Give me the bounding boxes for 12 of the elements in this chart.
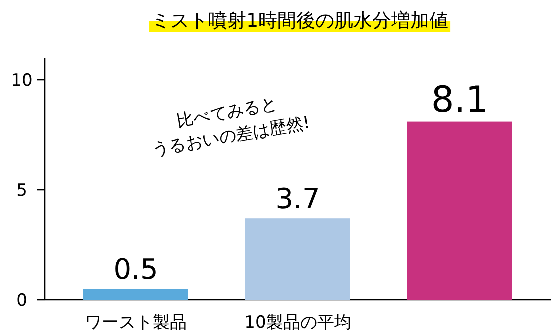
x-tick-label: ワースト製品 [85,313,187,333]
y-tick-label: 5 [16,181,28,201]
annotation: 比べてみると うるおいの差は歴然! [150,94,312,160]
data-label: 3.7 [276,182,320,216]
bar [84,289,188,300]
data-label: 8.1 [431,80,489,121]
bar [408,122,512,300]
y-tick-label: 0 [16,291,28,311]
x-tick-label: 10製品の平均 [244,313,352,333]
data-label: 0.5 [114,253,158,286]
bar [246,218,350,300]
y-tick-label: 10 [11,71,33,91]
